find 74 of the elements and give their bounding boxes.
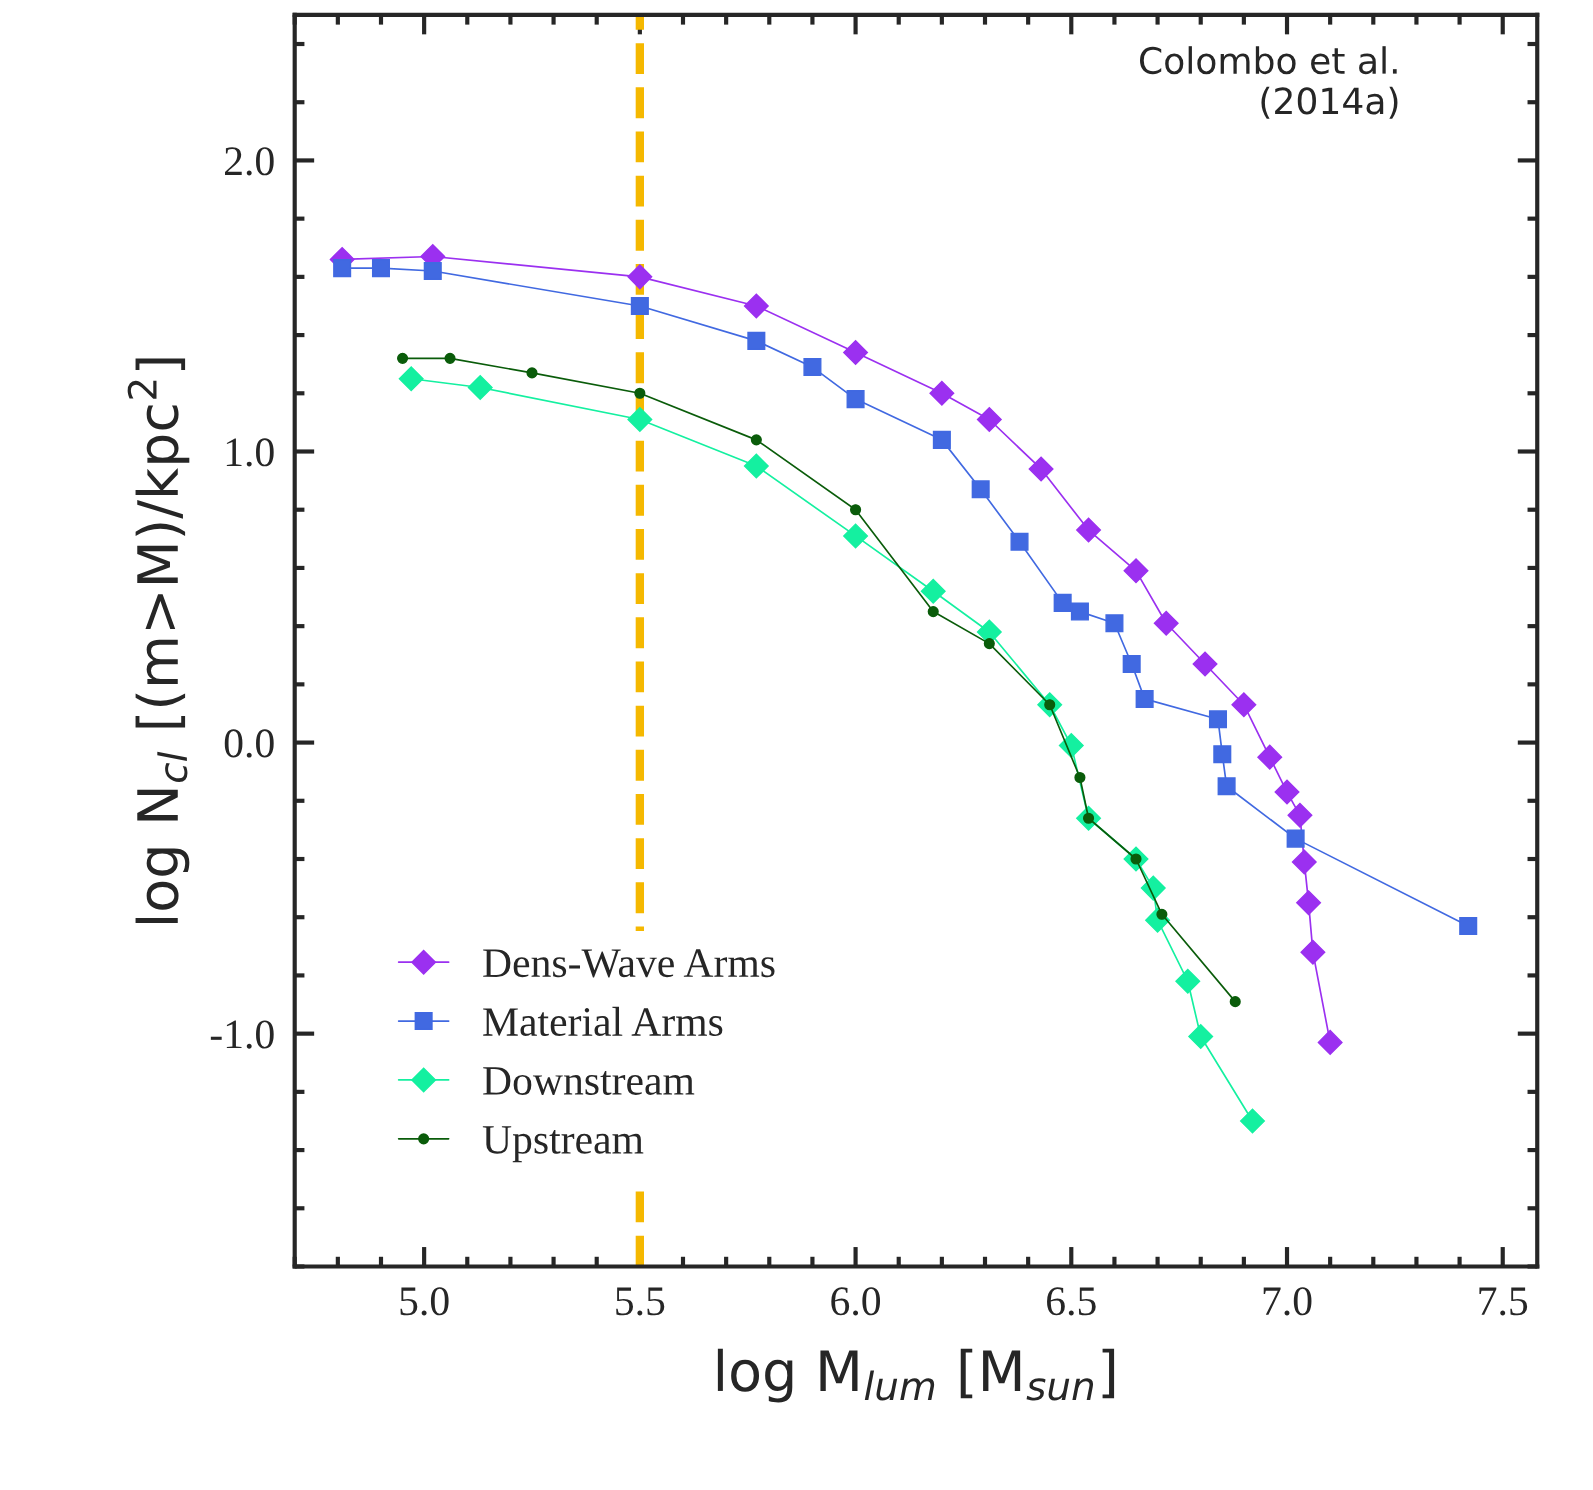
point bbox=[846, 390, 865, 409]
point bbox=[398, 366, 424, 392]
point bbox=[1229, 996, 1241, 1008]
point bbox=[1122, 654, 1141, 674]
annotation: Colombo et al. (2014a) bbox=[1139, 46, 1398, 119]
point bbox=[743, 293, 769, 319]
point bbox=[634, 387, 646, 399]
point bbox=[1010, 532, 1029, 551]
point bbox=[444, 352, 456, 364]
point bbox=[1175, 968, 1201, 994]
point bbox=[983, 638, 995, 650]
point bbox=[1286, 829, 1305, 848]
y-axis-title: log N$_{cl}$ [(m>M)/kpc$^{2}$] bbox=[127, 358, 190, 923]
x-tick-label: 5.5 bbox=[616, 1287, 665, 1316]
x-axis-title: log M$_{lum}$ [M$_{sun}$] bbox=[717, 1348, 1115, 1403]
point bbox=[971, 480, 990, 499]
x-tick-label: 7.0 bbox=[1263, 1287, 1312, 1316]
point bbox=[1296, 890, 1322, 916]
legend-label: Downstream bbox=[483, 1067, 695, 1095]
point bbox=[627, 264, 653, 290]
point bbox=[803, 358, 822, 377]
legend-label: Dens-Wave Arms bbox=[483, 949, 775, 978]
point bbox=[976, 407, 1002, 432]
x-tick-label: 6.5 bbox=[1047, 1287, 1096, 1316]
point bbox=[1231, 692, 1257, 718]
point bbox=[1274, 779, 1300, 805]
point bbox=[1076, 517, 1102, 543]
point bbox=[1053, 593, 1072, 612]
point bbox=[371, 259, 391, 278]
point bbox=[750, 434, 762, 446]
point bbox=[1028, 456, 1054, 482]
point bbox=[1317, 1029, 1343, 1055]
point bbox=[1074, 771, 1086, 784]
y-tick-label: 0.0 bbox=[224, 729, 274, 758]
legend-label: Material Arms bbox=[483, 1006, 723, 1037]
point bbox=[1135, 689, 1154, 708]
point bbox=[1192, 651, 1218, 677]
point bbox=[932, 430, 951, 449]
x-tick-label: 7.5 bbox=[1479, 1287, 1528, 1316]
point bbox=[1240, 1108, 1265, 1134]
point bbox=[630, 296, 649, 315]
point bbox=[850, 504, 862, 516]
point bbox=[1217, 777, 1236, 796]
point bbox=[1257, 744, 1283, 770]
point bbox=[843, 523, 869, 549]
point bbox=[397, 352, 409, 364]
point bbox=[927, 606, 939, 618]
point bbox=[423, 262, 442, 281]
y-tick-label: 1.0 bbox=[226, 438, 274, 467]
x-tick-label: 5.0 bbox=[400, 1287, 449, 1316]
point bbox=[1208, 710, 1228, 729]
point bbox=[1287, 802, 1313, 828]
point bbox=[747, 331, 766, 350]
y-tick-label: -1.0 bbox=[210, 1020, 274, 1049]
point bbox=[1213, 745, 1232, 764]
y-tick-label: 2.0 bbox=[225, 147, 274, 176]
point bbox=[1291, 849, 1317, 875]
point bbox=[1459, 916, 1478, 935]
point bbox=[1188, 1024, 1214, 1050]
point bbox=[1153, 610, 1179, 636]
point bbox=[526, 367, 538, 379]
point bbox=[929, 380, 955, 406]
point bbox=[333, 259, 352, 278]
point bbox=[1300, 939, 1326, 965]
point bbox=[1123, 558, 1149, 584]
legend-label: Upstream bbox=[482, 1126, 644, 1163]
point bbox=[920, 578, 946, 604]
point bbox=[627, 407, 653, 432]
point bbox=[843, 340, 869, 366]
point bbox=[1105, 614, 1124, 633]
x-tick-label: 6.0 bbox=[831, 1287, 881, 1316]
point bbox=[467, 374, 493, 400]
point bbox=[1070, 602, 1089, 621]
point bbox=[743, 453, 769, 479]
